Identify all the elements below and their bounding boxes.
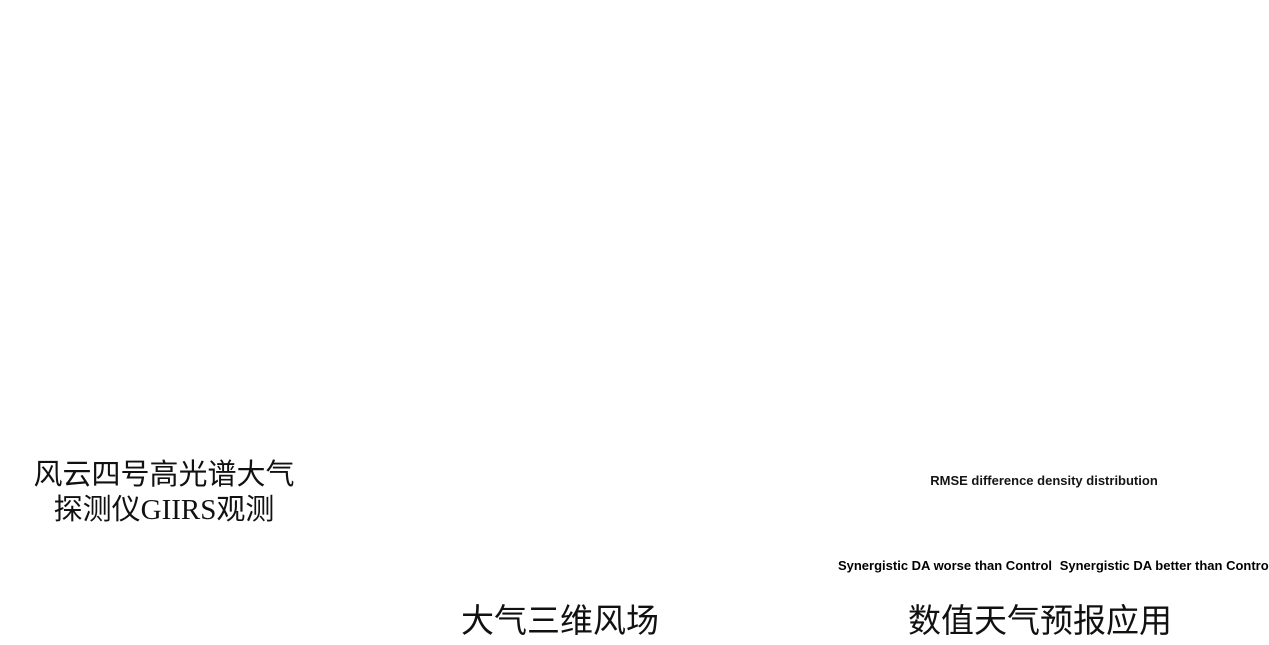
legend-better-label: Synergistic DA better than Control bbox=[1059, 558, 1269, 573]
caption-wind3d: 大气三维风场 bbox=[461, 604, 659, 640]
caption-nwp: 数值天气预报应用 bbox=[908, 604, 1172, 640]
legend-worse-label: Synergistic DA worse than Control bbox=[837, 558, 1053, 573]
caption-giirs-line1: 风云四号高光谱大气 bbox=[33, 459, 295, 491]
ridgeline-panel-u-wind bbox=[810, 8, 1060, 243]
ridgeline-panel-temperature bbox=[810, 243, 1060, 478]
ridgeline-panel-specific-humidity bbox=[1028, 243, 1269, 478]
rmse-xaxis-label: RMSE difference density distribution bbox=[930, 473, 1158, 488]
caption-giirs: 风云四号高光谱大气 探测仪GIIRS观测 bbox=[6, 458, 322, 529]
ridgeline-panel-v-wind bbox=[1028, 8, 1269, 243]
earth-satellite-illustration bbox=[8, 184, 313, 417]
wind3d-surface-stack-chart bbox=[330, 15, 808, 575]
density-legend-chart bbox=[870, 486, 1269, 558]
caption-giirs-line2: 探测仪GIIRS观测 bbox=[53, 494, 275, 527]
